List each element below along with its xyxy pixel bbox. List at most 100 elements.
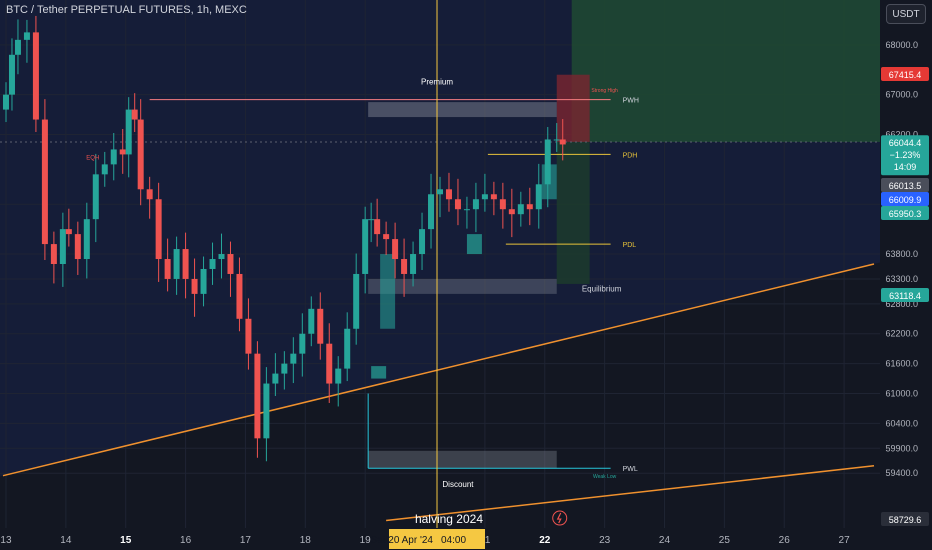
candle	[463, 209, 470, 211]
price-badge-p5	[881, 512, 929, 526]
candle	[437, 189, 443, 195]
discount-zone	[368, 450, 557, 469]
x-tick-label: 25	[719, 535, 731, 546]
candle	[191, 278, 198, 294]
candle	[59, 229, 66, 264]
candle	[2, 94, 9, 110]
x-tick-label: 26	[779, 535, 791, 546]
candle	[335, 368, 342, 384]
strong-high-label: Strong High	[591, 88, 618, 94]
candle	[14, 39, 21, 55]
sl-price-badge	[881, 66, 929, 81]
candle	[272, 373, 279, 384]
candle	[535, 184, 542, 210]
candle	[227, 254, 234, 274]
price-badge-p4	[881, 288, 929, 302]
x-tick-label: 18	[300, 535, 312, 546]
x-tick-label: 17	[240, 535, 252, 546]
candle	[553, 139, 560, 141]
x-tick-label: 19	[360, 535, 372, 546]
candle	[368, 219, 375, 221]
pwl-label: PWL	[623, 466, 638, 473]
y-tick-label: 68000.0	[885, 40, 918, 50]
x-tick-label: 13	[0, 535, 12, 546]
candle	[182, 249, 189, 279]
stop-loss-zone	[556, 74, 590, 142]
candle	[173, 249, 180, 279]
x-tick-label: 14	[60, 535, 72, 546]
candle	[445, 189, 452, 200]
halving-label: halving 2024	[415, 512, 483, 526]
price-badge-p3-text: 65950.3	[889, 209, 922, 219]
pdh-label: PDH	[623, 152, 638, 159]
x-tick-label: 24	[659, 535, 671, 546]
discount-label: Discount	[442, 480, 474, 489]
sl-price-badge-text: 67415.4	[889, 70, 922, 80]
y-tick-label: 60400.0	[885, 418, 918, 428]
candle	[290, 353, 297, 364]
trendline-bottom	[386, 464, 875, 522]
crosshair-time-label: 04:00	[441, 535, 466, 546]
chart-title: BTC / Tether PERPETUAL FUTURES, 1h, MEXC	[6, 4, 247, 16]
y-tick-label: 62200.0	[885, 329, 918, 339]
candle	[419, 229, 426, 255]
candle	[50, 244, 57, 264]
candle	[164, 259, 171, 279]
order-block	[380, 254, 396, 329]
candle	[146, 189, 153, 200]
y-tick-label: 61600.0	[885, 359, 918, 369]
bar-countdown-text: 14:09	[894, 162, 917, 172]
candle	[137, 119, 144, 190]
y-tick-label: 66200.0	[885, 129, 918, 139]
candle	[353, 273, 360, 329]
crosshair-date-label: Sat 20 Apr '24	[370, 535, 433, 546]
candle	[83, 219, 90, 260]
candle	[101, 164, 108, 175]
candle	[374, 219, 381, 235]
candle	[299, 333, 306, 354]
price-badge-p1-text: 66013.5	[889, 181, 922, 191]
x-tick-label: 27	[839, 535, 851, 546]
eqh-label: EQH	[86, 155, 99, 161]
equilibrium-zone	[368, 278, 557, 294]
take-profit-zone	[571, 0, 932, 142]
premium-label: Premium	[421, 78, 453, 87]
candle	[544, 139, 551, 185]
y-tick-label: 63300.0	[885, 274, 918, 284]
order-block	[371, 366, 387, 379]
candle	[254, 353, 261, 439]
candle	[8, 54, 15, 95]
candle	[362, 219, 369, 274]
x-tick-label: 15	[120, 535, 132, 546]
order-block	[466, 234, 482, 255]
y-tick-label: 63800.0	[885, 249, 918, 259]
candle	[401, 259, 408, 274]
pwh-label: PWH	[623, 98, 639, 105]
candle	[490, 194, 497, 200]
candle	[344, 328, 351, 369]
price-axis[interactable]	[880, 0, 932, 550]
premium-zone	[368, 102, 557, 118]
candle	[125, 109, 132, 155]
candle	[559, 139, 566, 145]
candle	[517, 204, 524, 215]
y-tick-label: 59400.0	[885, 468, 918, 478]
candle	[508, 209, 515, 215]
target-zone-lower	[556, 141, 590, 284]
candle	[263, 383, 270, 439]
candle	[23, 32, 30, 40]
candle	[65, 229, 72, 235]
x-tick-label: 21	[479, 535, 491, 546]
currency-selector[interactable]: USDT	[886, 4, 926, 24]
candle	[245, 318, 252, 354]
x-tick-label: 16	[180, 535, 192, 546]
last-price-badge	[881, 135, 929, 176]
candle	[32, 32, 39, 120]
pdl-label: PDL	[623, 242, 637, 249]
candle	[200, 268, 207, 294]
y-tick-label: 67000.0	[885, 90, 918, 100]
lightning-icon[interactable]	[552, 510, 568, 526]
y-tick-label: 62800.0	[885, 299, 918, 309]
